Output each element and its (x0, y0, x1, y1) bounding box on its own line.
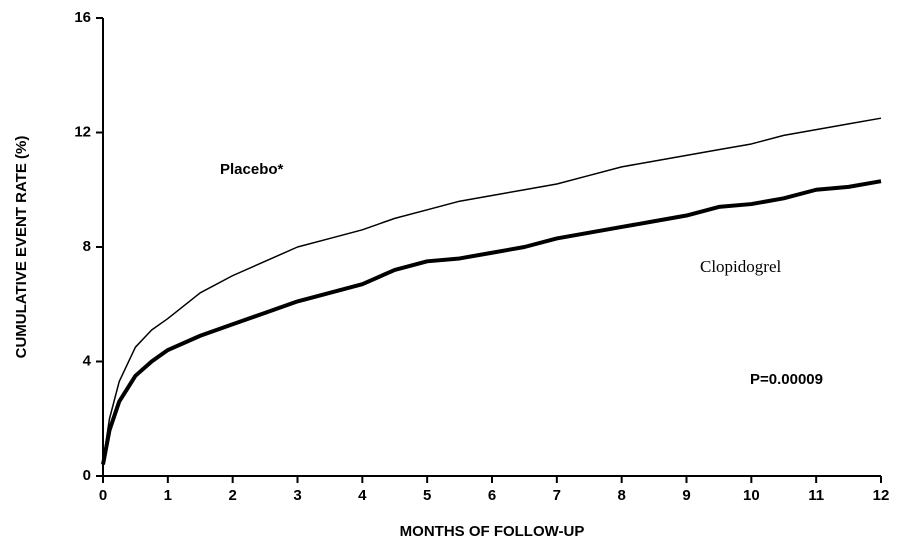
series-line (102, 117, 882, 462)
y-tick-label: 4 (83, 352, 92, 369)
x-tick-label: 11 (808, 487, 824, 504)
series-line (101, 179, 882, 465)
x-tick-label: 2 (228, 487, 236, 504)
x-tick-label: 7 (553, 487, 561, 504)
x-tick-label: 9 (682, 487, 690, 504)
x-tick-label: 6 (488, 487, 496, 504)
x-tick-label: 12 (873, 487, 890, 504)
x-tick-label: 1 (164, 487, 172, 504)
x-tick-label: 4 (358, 487, 367, 504)
x-tick-label: 5 (423, 487, 431, 504)
y-tick-label: 12 (74, 123, 91, 140)
y-tick-label: 8 (83, 238, 91, 255)
y-tick-label: 0 (83, 467, 91, 484)
annotation: P=0.00009 (750, 371, 823, 388)
series-label: Clopidogrel (700, 257, 781, 276)
x-tick-label: 3 (293, 487, 301, 504)
series-label: Placebo* (220, 161, 284, 178)
x-tick-label: 10 (743, 487, 760, 504)
x-axis-label: MONTHS OF FOLLOW-UP (400, 523, 585, 540)
y-tick-label: 16 (74, 9, 91, 26)
x-tick-label: 8 (617, 487, 625, 504)
y-axis-label: CUMULATIVE EVENT RATE (%) (13, 136, 30, 359)
x-tick-label: 0 (99, 487, 107, 504)
